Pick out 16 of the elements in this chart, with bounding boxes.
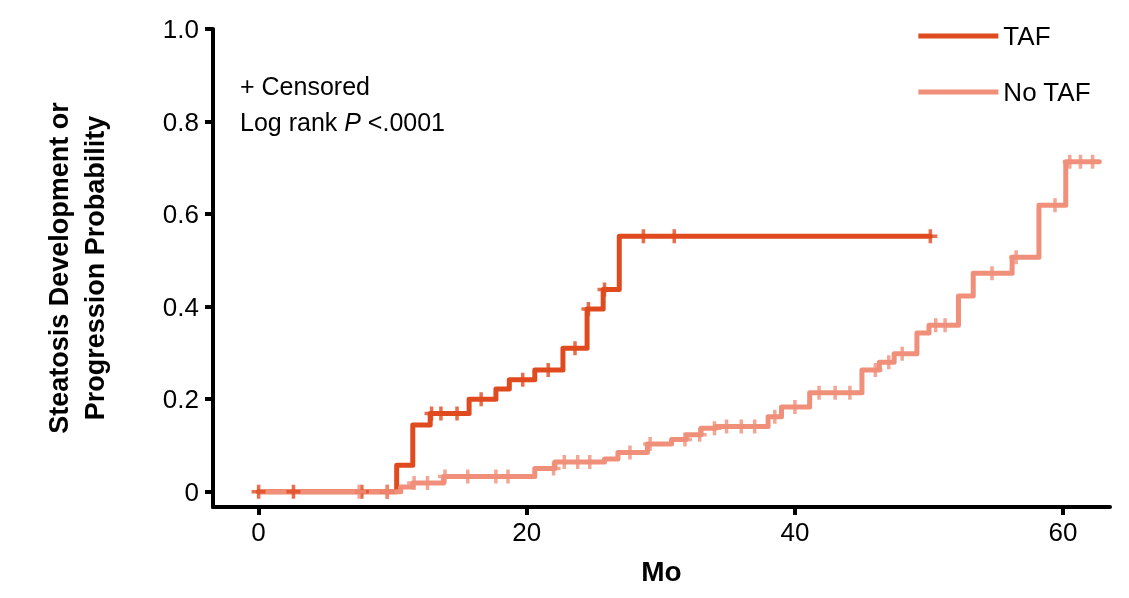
annotation: + Censored xyxy=(240,71,370,100)
x-tick-label: 60 xyxy=(1048,517,1078,547)
y-axis-title: Steatosis Development or Progression Probability xyxy=(44,101,110,434)
annotation: Log rank P <.0001 xyxy=(240,107,446,136)
y-tick-label: 0.4 xyxy=(162,291,199,322)
y-tick-label: 0.6 xyxy=(162,199,199,230)
y-tick-label: 0.8 xyxy=(162,106,199,137)
y-tick-label: 0 xyxy=(184,476,199,507)
x-tick-label: 0 xyxy=(251,517,266,547)
y-tick-label: 0.2 xyxy=(162,384,199,415)
legend-label: No TAF xyxy=(1003,77,1091,107)
x-tick-label: 20 xyxy=(512,517,542,547)
x-axis-title: Mo xyxy=(641,555,682,587)
y-tick-label: 1.0 xyxy=(162,14,199,44)
legend-label: TAF xyxy=(1003,21,1051,51)
x-tick-label: 40 xyxy=(780,517,810,547)
